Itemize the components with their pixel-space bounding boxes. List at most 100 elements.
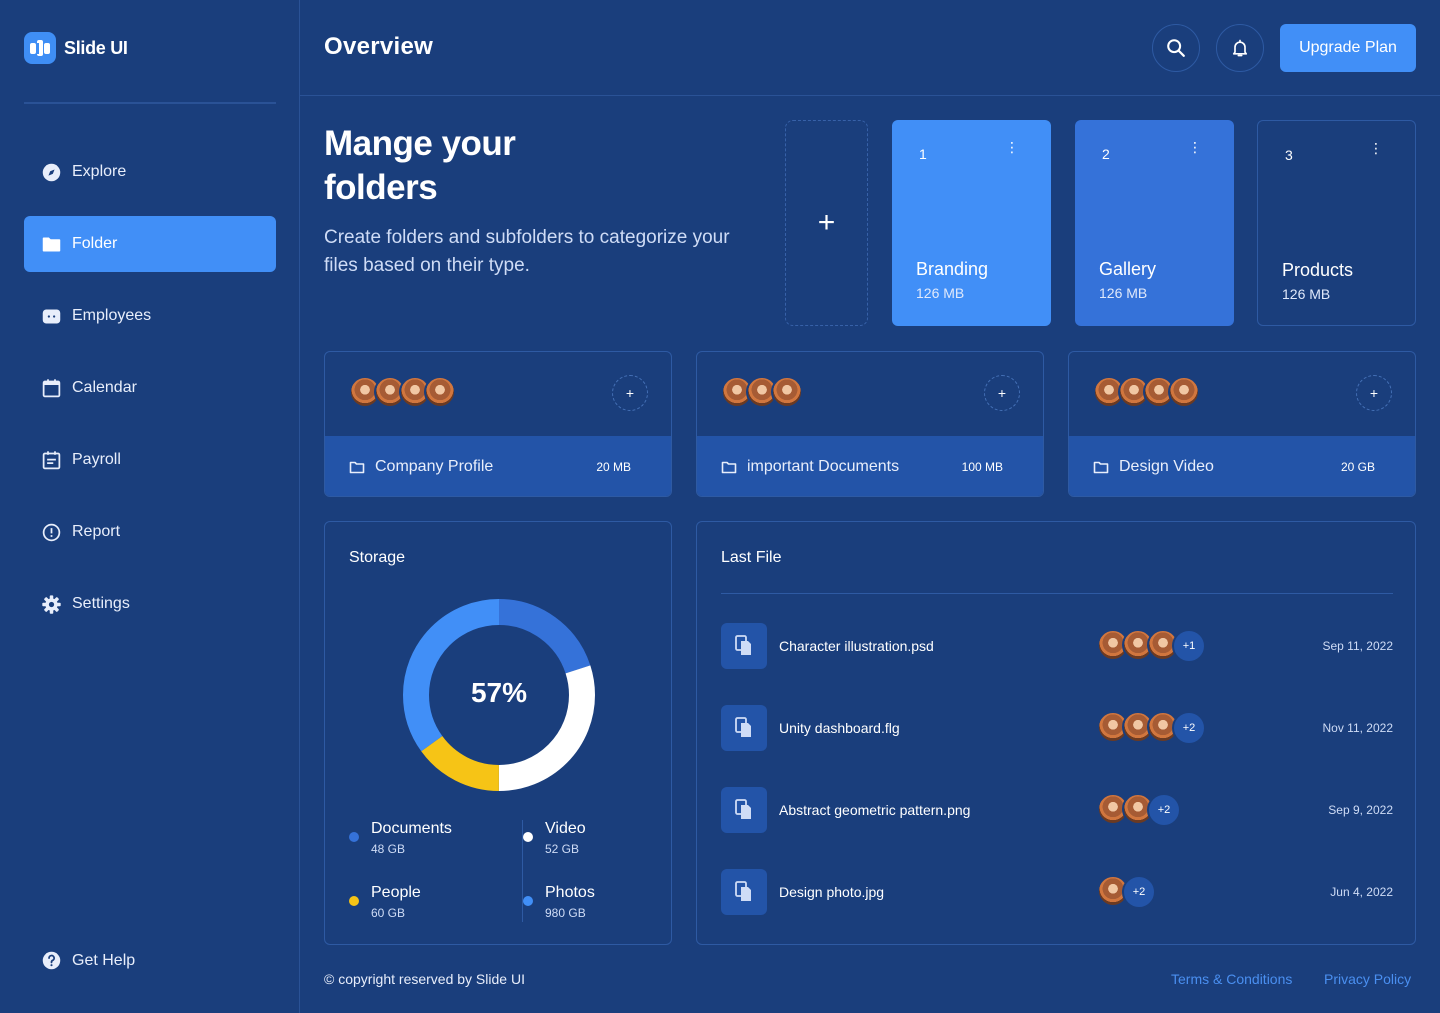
file-row[interactable]: Abstract geometric pattern.png +2 Sep 9,…	[721, 787, 1393, 833]
sidebar-item-label: Explore	[72, 163, 127, 180]
notifications-button[interactable]	[1216, 24, 1264, 72]
terms-link[interactable]: Terms & Conditions	[1171, 971, 1293, 987]
legend-item-documents: Documents 48 GB	[349, 820, 452, 856]
add-member-button[interactable]: +	[984, 375, 1020, 411]
sidebar-divider	[24, 102, 276, 104]
payroll-icon	[42, 450, 61, 469]
add-folder-button[interactable]: +	[785, 120, 868, 326]
plus-icon: +	[817, 206, 836, 239]
last-file-panel: Last File Character illustration.psd +1 …	[696, 521, 1416, 945]
avatar	[1093, 376, 1125, 408]
file-avatars: +2	[1097, 875, 1156, 909]
storage-title: Storage	[349, 549, 406, 566]
bell-icon	[1232, 39, 1248, 57]
more-vertical-icon[interactable]: ⋮	[1188, 139, 1202, 155]
sidebar-item-employees[interactable]: Employees	[24, 288, 276, 344]
compass-icon	[42, 163, 61, 181]
donut-segment-video	[403, 599, 595, 791]
folder-card-products[interactable]: 3 ⋮ Products 126 MB	[1257, 120, 1416, 326]
sidebar-item-folder[interactable]: Folder	[24, 216, 276, 272]
privacy-link[interactable]: Privacy Policy	[1324, 971, 1412, 987]
subfolder-link[interactable]: important Documents 100 MB	[697, 436, 1043, 496]
subfolder-link[interactable]: Company Profile 20 MB	[325, 436, 671, 496]
sidebar-nav: Explore Folder Employees Calendar Payrol…	[24, 144, 276, 648]
more-vertical-icon[interactable]: ⋮	[1369, 140, 1383, 156]
sidebar-item-label: Payroll	[72, 451, 121, 468]
file-icon	[721, 623, 767, 669]
search-button[interactable]	[1152, 24, 1200, 72]
folder-size: 126 MB	[1282, 286, 1331, 302]
help-icon	[42, 951, 61, 970]
file-date: Sep 9, 2022	[1328, 803, 1393, 817]
legend-label: Video	[545, 820, 586, 837]
folder-card-branding[interactable]: 1 ⋮ Branding 126 MB	[892, 120, 1051, 326]
header: Overview Upgrade Plan	[300, 0, 1440, 96]
logo[interactable]: Slide UI	[24, 32, 128, 64]
legend-size: 52 GB	[545, 842, 580, 856]
sidebar-item-settings[interactable]: Settings	[24, 576, 276, 632]
folder-card-gallery[interactable]: 2 ⋮ Gallery 126 MB	[1075, 120, 1234, 326]
folder-size: 126 MB	[916, 285, 965, 301]
file-icon	[721, 869, 767, 915]
legend-dot	[523, 896, 533, 906]
storage-panel: Storage 57% Documents 48 GB Video 52 GB Pe…	[324, 521, 672, 945]
more-members-badge: +2	[1172, 711, 1206, 745]
more-members-badge: +1	[1172, 629, 1206, 663]
add-member-button[interactable]: +	[1356, 375, 1392, 411]
sidebar-item-label: Settings	[72, 595, 130, 612]
upgrade-plan-button[interactable]: Upgrade Plan	[1280, 24, 1416, 72]
employees-icon	[42, 309, 61, 323]
sidebar-item-calendar[interactable]: Calendar	[24, 360, 276, 416]
file-row[interactable]: Unity dashboard.flg +2 Nov 11, 2022	[721, 705, 1393, 751]
logo-icon	[24, 32, 56, 64]
sidebar-item-label: Employees	[72, 307, 152, 324]
subfolder-link[interactable]: Design Video 20 GB	[1069, 436, 1415, 496]
folder-number: 3	[1285, 147, 1293, 163]
get-help-label: Get Help	[72, 951, 136, 969]
get-help-button[interactable]: Get Help	[41, 950, 135, 971]
legend-size: 48 GB	[371, 842, 406, 856]
folder-name: Products	[1282, 260, 1354, 280]
file-icon	[721, 705, 767, 751]
storage-donut-chart	[403, 599, 595, 791]
file-row[interactable]: Design photo.jpg +2 Jun 4, 2022	[721, 869, 1393, 915]
legend-size: 980 GB	[545, 906, 586, 920]
file-name: Unity dashboard.flg	[779, 720, 900, 736]
sidebar-item-explore[interactable]: Explore	[24, 144, 276, 200]
calendar-icon	[42, 378, 61, 397]
avatar	[349, 376, 381, 408]
add-member-button[interactable]: +	[612, 375, 648, 411]
legend-item-photos: Photos 980 GB	[523, 884, 595, 920]
member-avatars	[721, 376, 803, 408]
folder-number: 1	[919, 146, 927, 162]
more-vertical-icon[interactable]: ⋮	[1005, 139, 1019, 155]
gear-icon	[42, 594, 61, 614]
sidebar-item-report[interactable]: Report	[24, 504, 276, 560]
subfolder-card-important-documents: + important Documents 100 MB	[696, 351, 1044, 497]
folder-name: Gallery	[1099, 259, 1157, 279]
sidebar-item-payroll[interactable]: Payroll	[24, 432, 276, 488]
legend-label: Documents	[371, 820, 452, 837]
file-date: Nov 11, 2022	[1322, 721, 1394, 735]
file-row[interactable]: Character illustration.psd +1 Sep 11, 20…	[721, 623, 1393, 669]
avatar	[1168, 376, 1200, 408]
sidebar-item-label: Report	[72, 523, 121, 540]
file-name: Character illustration.psd	[779, 638, 934, 654]
avatar	[1097, 629, 1129, 661]
subfolder-name: Design Video	[1119, 458, 1214, 475]
legend-dot	[349, 832, 359, 842]
sidebar-item-label: Folder	[72, 235, 118, 252]
legend-divider	[522, 820, 523, 922]
folder-number: 2	[1102, 146, 1110, 162]
file-avatars: +2	[1097, 711, 1206, 745]
subfolder-name: important Documents	[747, 458, 900, 475]
member-avatars	[1093, 376, 1200, 408]
file-date: Sep 11, 2022	[1322, 639, 1393, 653]
folder-size: 126 MB	[1099, 285, 1148, 301]
file-avatars: +1	[1097, 629, 1206, 663]
file-name: Abstract geometric pattern.png	[779, 802, 971, 818]
legend-item-video: Video 52 GB	[523, 820, 586, 856]
legend-dot	[349, 896, 359, 906]
subfolder-size: 100 MB	[961, 460, 1003, 474]
storage-percent: 57%	[470, 677, 528, 708]
